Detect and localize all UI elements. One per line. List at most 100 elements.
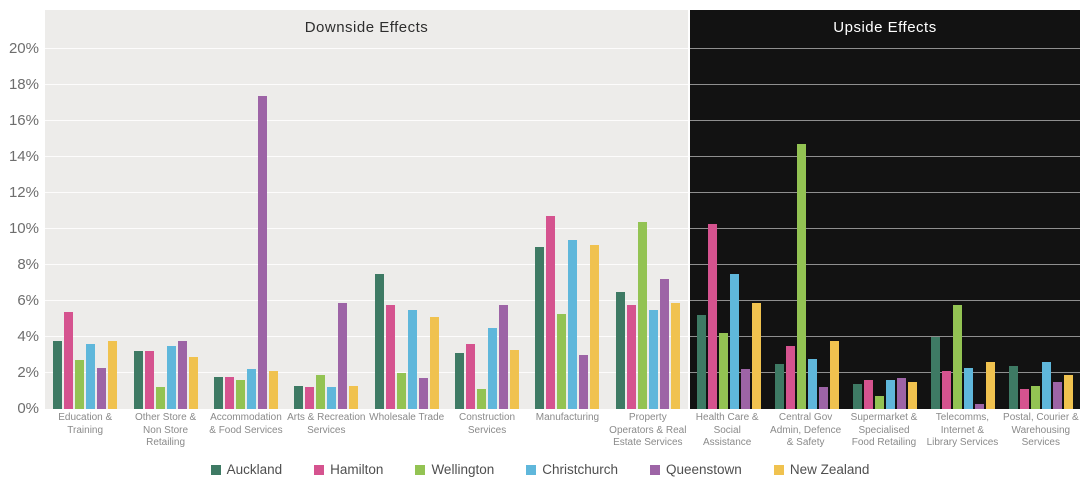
grid-line [690,228,1080,229]
bar [133,351,143,409]
bar [708,223,717,409]
bar [97,367,107,409]
bar [1053,382,1062,409]
bar-group [1002,10,1080,409]
grid-line [690,84,1080,85]
bar-groups [45,10,688,409]
y-tick-label: 6% [17,292,39,309]
bar [257,95,267,409]
bar [637,221,647,409]
bar [670,302,680,409]
bar [908,382,917,409]
legend-item: Auckland [210,462,283,477]
bar-groups [690,10,1080,409]
bar [648,310,658,409]
bar [108,340,118,409]
bar [986,362,995,409]
panel-title-upside: Upside Effects [833,19,937,36]
bar [659,279,669,409]
bar [741,369,750,409]
bar [75,360,85,409]
bar [144,351,154,409]
legend-label: Auckland [226,462,283,477]
bar [1031,385,1040,409]
legend-label: Wellington [431,462,495,477]
bar [510,349,520,409]
bar [568,239,578,409]
legend-label: Queenstown [666,462,742,477]
bar [418,378,428,409]
bar-group [846,10,924,409]
grid-line [45,192,688,193]
bar [235,380,245,409]
grid-line [45,372,688,373]
x-category-label: Health Care & Social Assistance [695,412,759,448]
bar [964,367,973,409]
grid-line [45,156,688,157]
y-tick-label: 2% [17,364,39,381]
bar [86,344,96,409]
bar [268,371,278,409]
x-labels-upside: Health Care & Social Assistance Central G… [688,412,1080,450]
bar [853,383,862,409]
grid-line [45,300,688,301]
bar [1020,389,1029,409]
bar [557,313,567,409]
legend-swatch [314,464,325,475]
bar [615,292,625,409]
bar [975,403,984,409]
plot-area: Downside Effects Upside Effects [45,10,1080,409]
x-category-label: Accommodation & Food Services [209,412,283,436]
bar [294,385,304,409]
bar [697,315,706,409]
legend-item: New Zealand [773,462,869,477]
bar [305,387,315,409]
y-tick-label: 12% [8,184,39,201]
bar-group [286,10,366,409]
y-tick-label: 10% [8,220,39,237]
bar [931,337,940,409]
y-axis: 0% 2% 4% 6% 8% 10% 12% 14% 16% 18% 20% [0,10,41,417]
bar-group [447,10,527,409]
x-category-label: Arts & Recreation Services [287,412,366,436]
bar [53,340,63,409]
bar [819,387,828,409]
bar [455,353,465,409]
grid-line [690,48,1080,49]
y-tick-label: 16% [8,112,39,129]
bar [385,304,395,409]
bar [535,247,545,409]
bar [942,371,951,409]
x-labels-downside: Education & Training Other Store & Non St… [45,412,688,450]
bar [953,304,962,409]
bar-group [768,10,846,409]
grid-line [45,228,688,229]
bar [626,304,636,409]
grid-layer [45,10,688,409]
bar [396,373,406,409]
panel-downside: Downside Effects [45,10,688,409]
bar [730,274,739,409]
x-category-label: Education & Training [58,412,113,436]
y-tick-label: 20% [8,40,39,57]
legend-item: Wellington [415,462,494,477]
grid-layer [690,10,1080,409]
bar [875,396,884,409]
bar [374,274,384,409]
bar [327,387,337,409]
panel-title-downside: Downside Effects [304,19,429,36]
legend-item: Hamilton [314,462,383,477]
legend-label: Christchurch [542,462,619,477]
bar [897,378,906,409]
bar [1009,365,1018,409]
bar [429,317,439,409]
bar [1042,362,1051,409]
legend-swatch [773,464,784,475]
bar [786,346,795,409]
bar [246,369,256,409]
bar-group [608,10,688,409]
bar [466,344,476,409]
bar-group [125,10,205,409]
bar [316,374,326,409]
x-category-label: Construction Services [458,412,516,436]
